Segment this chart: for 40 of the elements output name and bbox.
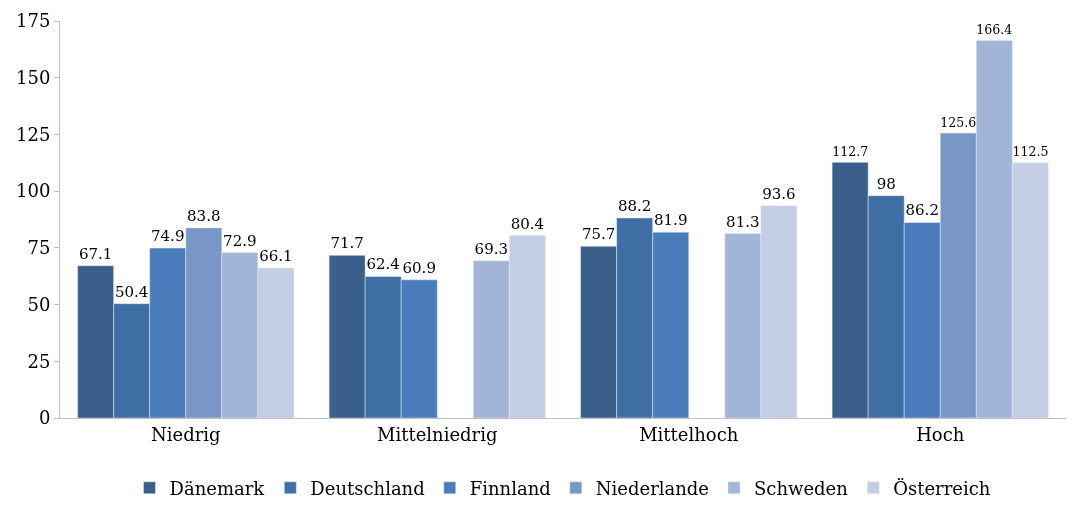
x-tick-label: Hoch [916,423,965,445]
legend-label: Dänemark [169,477,266,499]
data-label: 72.9 [223,231,257,250]
legend-label: Deutschland [310,477,425,499]
legend-label: Finnland [469,477,551,499]
data-label: 67.1 [78,244,113,263]
y-tick-label: 125 [16,123,51,145]
data-label: 80.4 [510,214,545,233]
data-label: 125.6 [940,114,977,130]
x-tick-label: Niedrig [150,423,221,445]
data-label: 86.2 [905,201,939,220]
data-label: 69.3 [474,239,509,258]
data-label: 112.7 [832,143,869,159]
y-tick-label: 0 [38,407,51,429]
data-label: 71.7 [330,234,364,253]
data-label: 62.4 [366,255,400,274]
data-label: 81.9 [654,211,688,230]
y-tick-label: 25 [27,350,51,372]
y-tick-label: 100 [16,180,51,202]
data-label: 74.9 [151,227,185,246]
x-tick-label: Mittelniedrig [377,423,498,445]
data-label: 75.7 [581,225,616,244]
data-label: 81.3 [726,212,760,231]
y-tick-label: 175 [16,10,51,32]
data-label: 166.4 [976,22,1013,38]
y-tick-label: 150 [16,67,51,89]
data-label: 98 [876,174,896,193]
data-label: 93.6 [762,184,796,203]
data-label: 50.4 [114,282,149,301]
data-label: 112.5 [1012,144,1049,160]
legend-label: Österreich [893,476,991,499]
data-label: 88.2 [617,196,652,215]
x-tick-label: Mittelhoch [639,423,739,445]
legend-label: Niederlande [595,477,709,499]
data-label: 83.8 [187,206,221,225]
legend-label: Schweden [754,477,849,499]
data-label: 66.1 [259,247,293,266]
data-label: 60.9 [402,258,436,277]
y-tick-label: 50 [27,293,51,315]
y-tick-label: 75 [27,237,51,259]
